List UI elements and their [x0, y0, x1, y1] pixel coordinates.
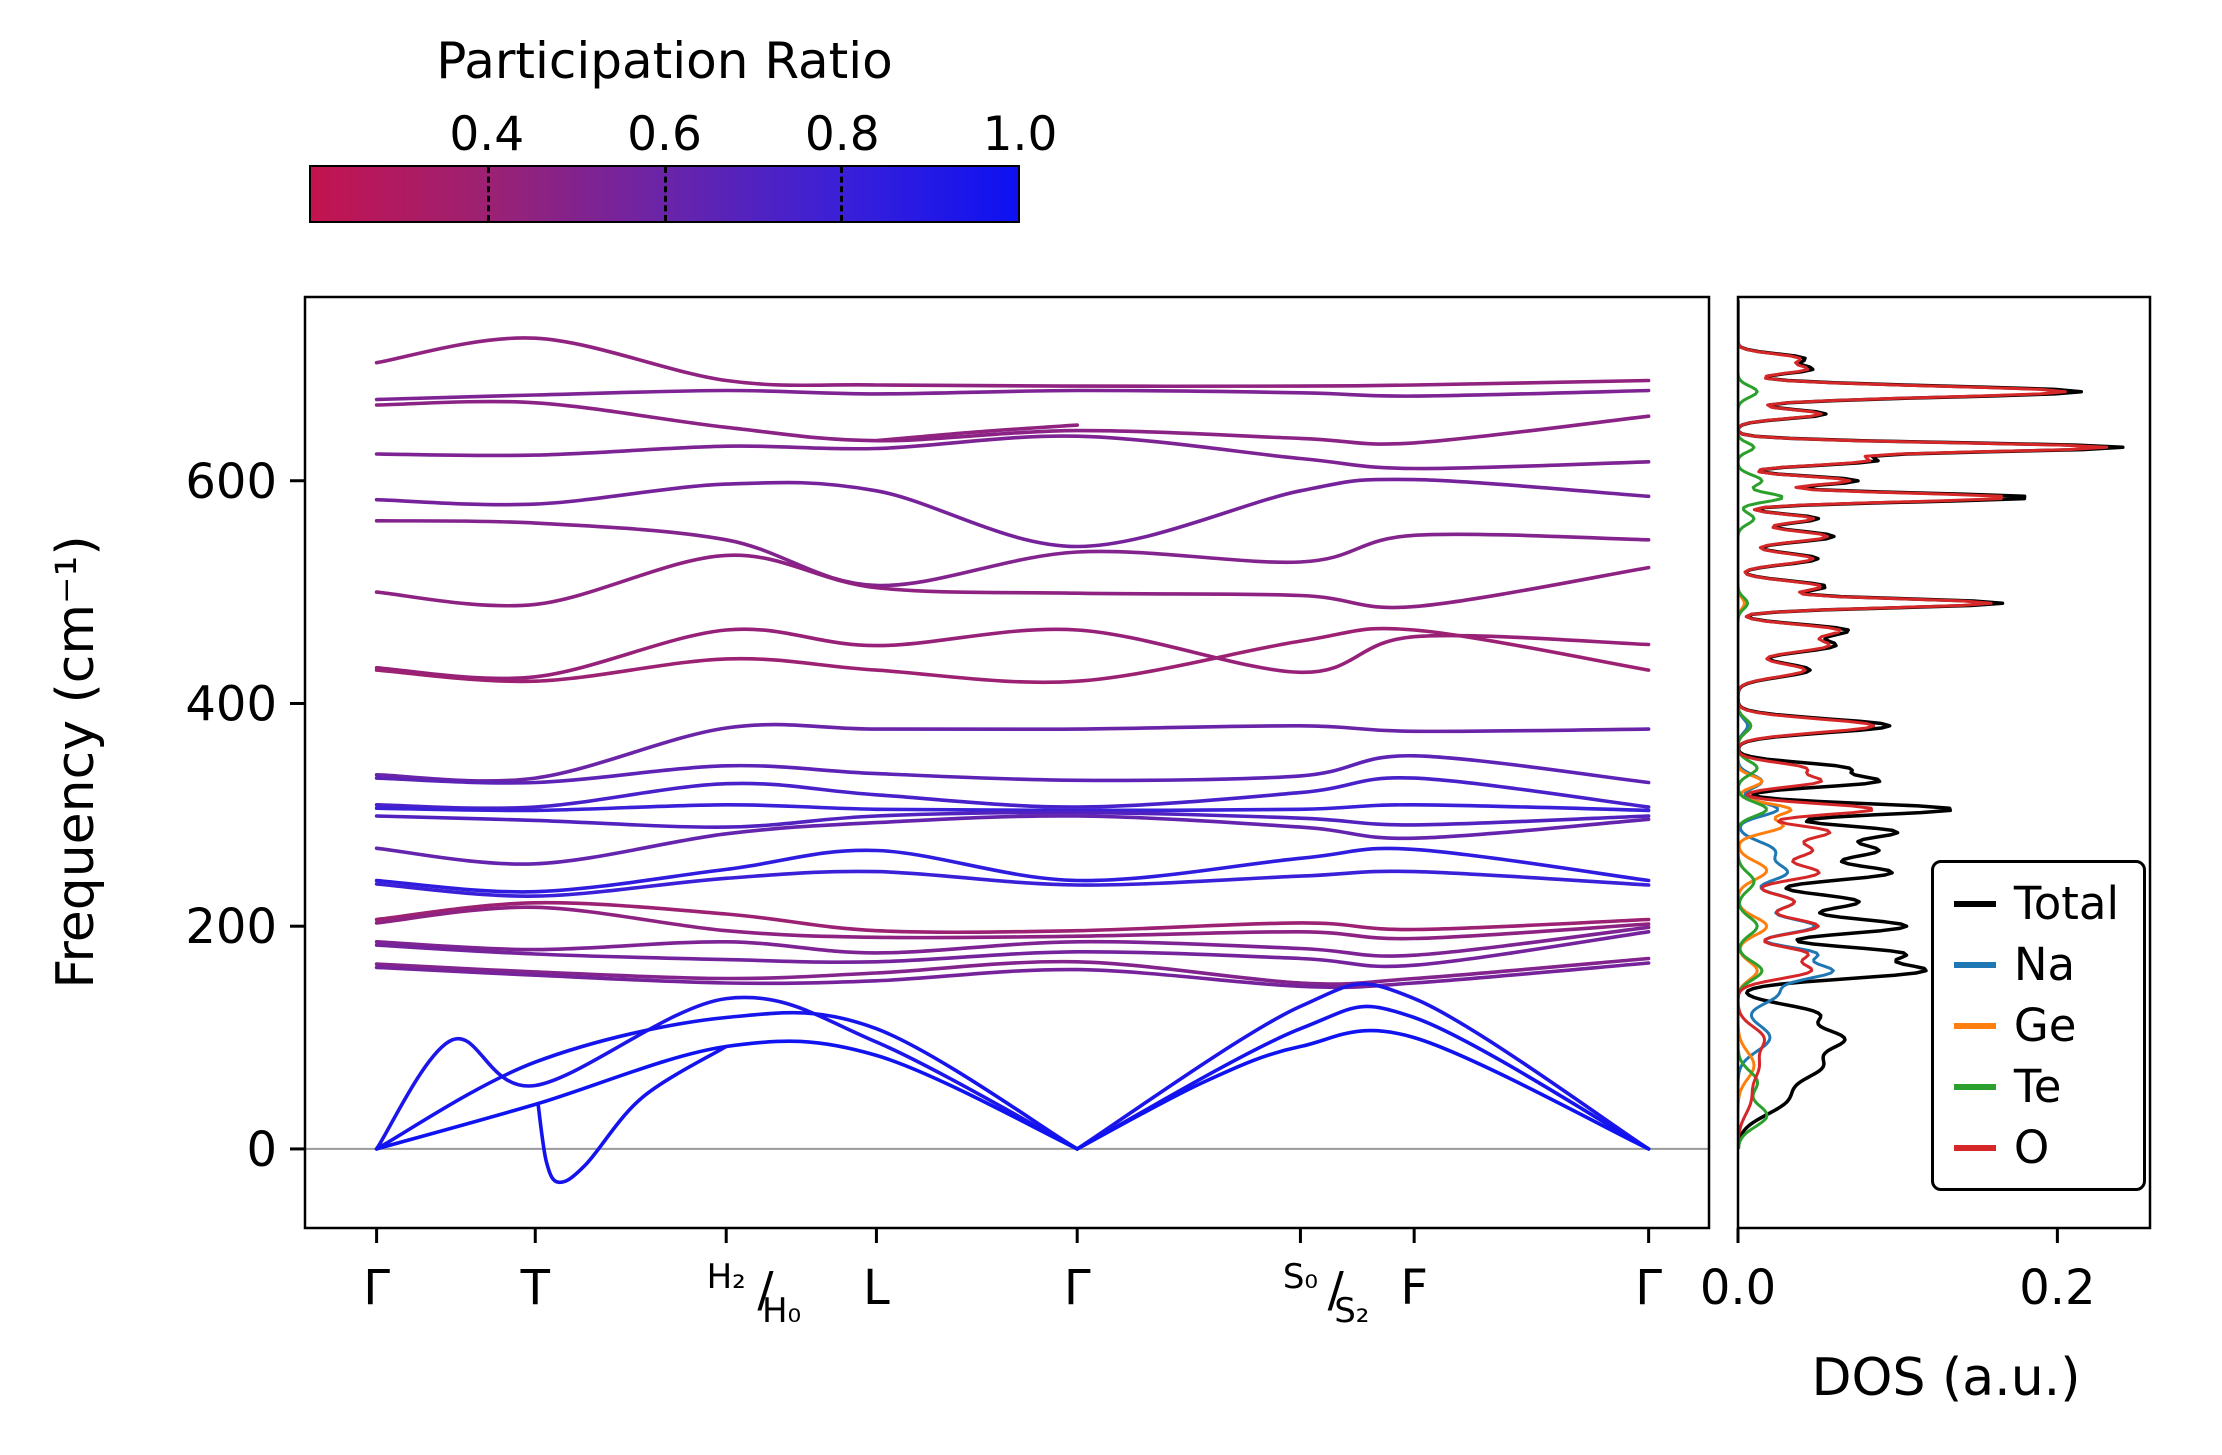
phonon-band: [374, 900, 1651, 935]
phonon-band: [374, 399, 1651, 446]
phonon-band: [374, 995, 1079, 1151]
colorbar-tick-mark: [663, 167, 667, 221]
x-tick-label: S₀/S₂: [1283, 1257, 1370, 1331]
phonon-band: [374, 626, 1651, 685]
legend-swatch-ge: [1953, 1022, 1996, 1029]
legend-label: Total: [2013, 877, 2119, 930]
legend-label: Te: [2013, 1060, 2062, 1114]
colorbar-gradient-bar: [309, 165, 1020, 223]
phonon-band: [374, 956, 1651, 986]
colorbar-tick-label: 0.4: [449, 107, 525, 162]
legend-swatch-total: [1953, 900, 1996, 907]
phonon-band: [374, 846, 1651, 894]
y-tick-label: 400: [185, 676, 277, 732]
phonon-band: [374, 930, 1651, 969]
phonon-band: [1075, 1028, 1651, 1151]
legend-label: Na: [2013, 938, 2076, 992]
phonon-band: [374, 775, 1651, 811]
legend-item-te: Te: [1953, 1060, 2119, 1114]
phonon-band: [374, 553, 1651, 610]
phonon-band: [374, 961, 1651, 990]
dos-legend: Total Na Ge Te O: [1930, 860, 2146, 1192]
phonon-band: [374, 388, 1651, 402]
dos-curve-na: [1738, 300, 1835, 1149]
dos-curve-te: [1738, 300, 1784, 1150]
phonon-band: [874, 423, 1079, 443]
bands-panel-frame: [303, 295, 1711, 1230]
colorbar-tick-mark: [840, 167, 844, 221]
colorbar-tick-labels: 0.4 0.6 0.8 1.0: [309, 99, 1057, 165]
legend-item-na: Na: [1953, 938, 2119, 992]
colorbar-tick-label: 1.0: [982, 107, 1058, 162]
x-tick-label: H₂/H₀: [707, 1257, 802, 1331]
colorbar: Participation Ratio 0.4 0.6 0.8 1.0: [309, 32, 1057, 223]
legend-swatch-na: [1953, 961, 1996, 968]
phonon-band: [374, 477, 1651, 549]
phonon-band: [374, 1010, 1079, 1151]
colorbar-title: Participation Ratio: [436, 32, 893, 90]
phonon-band: [374, 925, 1651, 958]
phonon-band: [374, 869, 1651, 898]
legend-item-total: Total: [1953, 877, 2119, 930]
colorbar-tick-mark: [486, 167, 490, 221]
colorbar-tick-label: 0.8: [804, 107, 880, 162]
legend-item-ge: Ge: [1953, 999, 2119, 1053]
colorbar-tick-label: 0.6: [627, 107, 702, 162]
bands-group: [305, 336, 1709, 1185]
y-tick-label: 0: [246, 1122, 277, 1178]
phonon-band: [1075, 981, 1651, 1151]
x-tick-label: Γ: [1064, 1260, 1091, 1316]
x-tick-label: Γ: [363, 1260, 390, 1316]
x-tick-label: F: [1400, 1260, 1428, 1316]
phonon-band: [374, 336, 1651, 389]
legend-label: O: [2013, 1121, 2050, 1175]
legend-item-o: O: [1953, 1121, 2119, 1175]
legend-swatch-o: [1953, 1144, 1996, 1151]
phonon-band: [374, 814, 1651, 866]
phonon-band: [374, 722, 1651, 783]
y-tick-label: 600: [185, 454, 277, 510]
phonon-band: [374, 434, 1651, 471]
x-tick-label: T: [520, 1260, 551, 1316]
y-tick-label: 200: [185, 899, 277, 955]
dos-tick-label: 0.0: [1700, 1260, 1776, 1316]
x-tick-label: L: [863, 1260, 890, 1316]
dos-tick-label: 0.2: [2019, 1260, 2095, 1316]
dos-panel-frame: [1736, 295, 2152, 1230]
phonon-band: [374, 905, 1651, 941]
dos-axis-label: DOS (a.u.): [1811, 1348, 2081, 1408]
phonon-band: [374, 753, 1651, 785]
phonon-band: [374, 810, 1651, 829]
phonon-band: [1075, 1004, 1651, 1151]
phonon-band: [374, 627, 1651, 681]
phonon-band: [374, 519, 1651, 588]
y-axis-label: Frequency (cm⁻¹): [46, 535, 106, 989]
phonon-band: [536, 1044, 728, 1185]
legend-swatch-te: [1953, 1083, 1996, 1090]
x-tick-label: Γ: [1635, 1260, 1662, 1316]
legend-label: Ge: [2013, 999, 2077, 1053]
phonon-band: [374, 802, 1651, 813]
